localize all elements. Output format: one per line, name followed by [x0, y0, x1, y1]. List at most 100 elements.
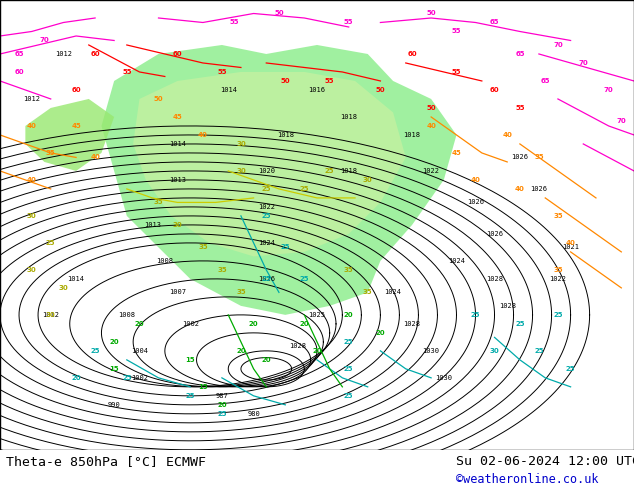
Text: 1028: 1028 [499, 303, 515, 309]
Text: 1008: 1008 [119, 312, 135, 318]
Text: 25: 25 [534, 348, 543, 354]
Text: 45: 45 [71, 123, 81, 129]
Text: 20: 20 [109, 339, 119, 345]
Text: 40: 40 [90, 154, 100, 160]
Text: 55: 55 [230, 20, 239, 25]
Text: 70: 70 [616, 119, 626, 124]
Text: 55: 55 [217, 69, 226, 75]
Text: 65: 65 [541, 78, 550, 84]
Text: 35: 35 [344, 267, 354, 273]
Text: 60: 60 [90, 51, 100, 57]
Text: 987: 987 [216, 393, 228, 399]
Text: 25: 25 [262, 186, 271, 192]
Text: 1028: 1028 [290, 343, 306, 349]
Text: 20: 20 [249, 321, 259, 327]
Text: 40: 40 [27, 123, 37, 129]
Text: 30: 30 [236, 141, 246, 147]
Text: 1026: 1026 [467, 199, 484, 205]
Text: 25: 25 [46, 240, 55, 246]
Text: 1022: 1022 [423, 168, 439, 174]
Text: ©weatheronline.co.uk: ©weatheronline.co.uk [456, 473, 599, 486]
Text: 55: 55 [344, 20, 353, 25]
Text: 1025: 1025 [309, 312, 325, 318]
Text: 35: 35 [46, 150, 56, 156]
Text: 1024: 1024 [258, 240, 275, 246]
Text: 15: 15 [185, 357, 195, 363]
Text: 35: 35 [153, 199, 164, 205]
Text: 45: 45 [172, 114, 183, 120]
Text: 1018: 1018 [277, 132, 294, 138]
Text: 60: 60 [14, 69, 24, 75]
Text: 65: 65 [490, 20, 499, 25]
Text: 20: 20 [312, 348, 322, 354]
Text: 1024: 1024 [448, 258, 465, 264]
Text: 70: 70 [578, 60, 588, 66]
Text: 30: 30 [46, 312, 56, 318]
Text: 40: 40 [27, 177, 37, 183]
Text: 1026: 1026 [512, 154, 528, 160]
Text: 60: 60 [71, 87, 81, 93]
Text: 25: 25 [471, 312, 480, 318]
Text: 1014: 1014 [220, 87, 236, 93]
Text: 40: 40 [470, 177, 481, 183]
Text: 1026: 1026 [258, 276, 275, 282]
Text: 70: 70 [39, 37, 49, 44]
Text: 1028: 1028 [486, 276, 503, 282]
Text: 25: 25 [566, 366, 575, 372]
Text: 20: 20 [236, 348, 246, 354]
Text: 1002: 1002 [182, 321, 198, 327]
Text: 70: 70 [604, 87, 614, 93]
Text: 1030: 1030 [423, 348, 439, 354]
Text: 1012: 1012 [23, 96, 40, 102]
Text: 25: 25 [325, 168, 334, 174]
Text: 20: 20 [71, 375, 81, 381]
Text: 40: 40 [515, 186, 525, 192]
Text: 25: 25 [344, 393, 353, 399]
Text: 30: 30 [27, 267, 37, 273]
Text: 1024: 1024 [385, 290, 401, 295]
Text: 35: 35 [534, 154, 544, 160]
Text: 25: 25 [281, 245, 290, 250]
Text: 35: 35 [363, 290, 373, 295]
Text: 40: 40 [502, 132, 512, 138]
Text: 25: 25 [300, 186, 309, 192]
Text: 55: 55 [122, 69, 131, 75]
Text: 50: 50 [426, 105, 436, 111]
Text: 55: 55 [325, 78, 334, 84]
Text: 20: 20 [261, 357, 271, 363]
Text: 1012: 1012 [42, 312, 59, 318]
Text: 1014: 1014 [169, 141, 186, 147]
Text: Su 02-06-2024 12:00 UTC (00+108): Su 02-06-2024 12:00 UTC (00+108) [456, 455, 634, 468]
Text: 65: 65 [515, 51, 524, 57]
Text: Theta-e 850hPa [°C] ECMWF: Theta-e 850hPa [°C] ECMWF [6, 455, 206, 468]
Text: 60: 60 [172, 51, 183, 57]
Text: 990: 990 [108, 402, 120, 408]
Text: 1021: 1021 [562, 245, 579, 250]
Text: 25: 25 [262, 213, 271, 219]
Text: 1002: 1002 [131, 375, 148, 381]
Text: 25: 25 [300, 276, 309, 282]
Text: 35: 35 [553, 267, 563, 273]
Text: 25: 25 [122, 375, 131, 381]
Text: 30: 30 [172, 222, 183, 228]
Text: 20: 20 [134, 321, 145, 327]
Text: 55: 55 [452, 28, 461, 34]
Text: 35: 35 [553, 213, 563, 219]
Text: 50: 50 [426, 10, 436, 17]
Text: 15: 15 [198, 384, 208, 390]
Text: 20: 20 [217, 402, 227, 408]
Text: 1026: 1026 [486, 231, 503, 237]
Text: 1007: 1007 [169, 290, 186, 295]
Text: 1013: 1013 [169, 177, 186, 183]
Text: 1022: 1022 [258, 204, 275, 210]
Text: 25: 25 [91, 348, 100, 354]
Text: 1018: 1018 [340, 114, 357, 120]
Text: 55: 55 [515, 105, 524, 111]
Text: 1020: 1020 [258, 168, 275, 174]
Text: 45: 45 [451, 150, 462, 156]
Text: 1016: 1016 [309, 87, 325, 93]
Text: 20: 20 [344, 312, 354, 318]
Text: 25: 25 [515, 321, 524, 327]
Text: 1026: 1026 [531, 186, 547, 192]
Text: 40: 40 [566, 240, 576, 246]
